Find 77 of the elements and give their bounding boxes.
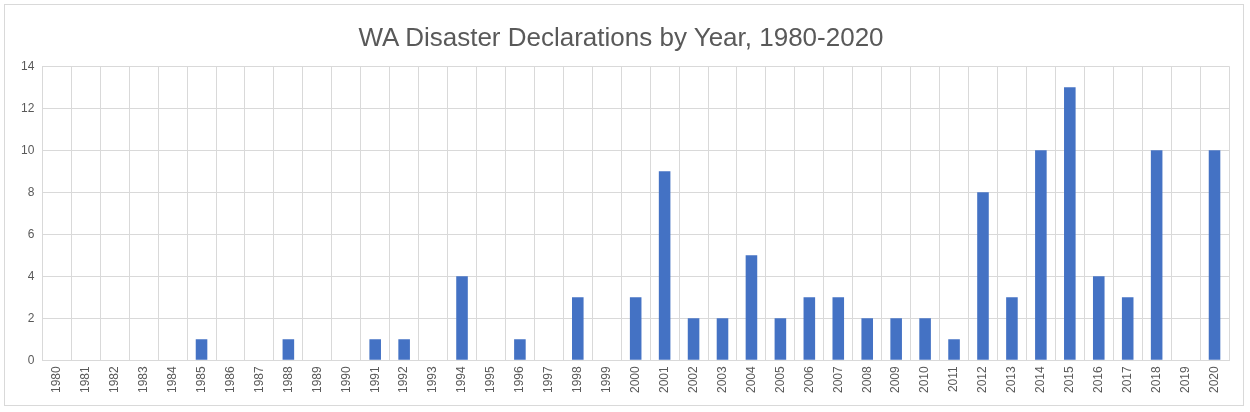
- x-tick-label: 1991: [367, 365, 382, 394]
- x-tick-label: 1994: [454, 365, 469, 394]
- x-tick-label: 2006: [801, 365, 816, 394]
- x-tick-label: 1980: [49, 365, 64, 394]
- x-tick-label: 2003: [714, 365, 729, 394]
- x-tick-label: 2002: [685, 365, 700, 394]
- bar: [282, 339, 295, 360]
- bar: [658, 171, 671, 360]
- x-tick-label: 1982: [107, 365, 122, 394]
- y-tick-label: 4: [27, 268, 35, 283]
- x-tick-label: 1996: [512, 365, 527, 394]
- x-tick-label: 1988: [280, 365, 295, 394]
- x-tick-label: 2001: [656, 365, 671, 394]
- y-tick-label: 14: [20, 58, 35, 73]
- bar: [716, 318, 729, 360]
- x-tick-label: 2000: [627, 365, 642, 394]
- bar: [774, 318, 787, 360]
- x-tick-label: 2012: [975, 365, 990, 394]
- bar: [629, 297, 642, 360]
- bar: [1035, 150, 1047, 360]
- bar: [456, 276, 468, 360]
- x-tick-label: 2013: [1004, 365, 1019, 394]
- bar: [745, 255, 758, 360]
- x-tick-label: 2017: [1120, 365, 1135, 394]
- bar: [1064, 87, 1076, 360]
- x-tick-label: 2007: [830, 365, 845, 394]
- x-tick-label: 1989: [309, 365, 324, 394]
- bar: [1092, 276, 1105, 360]
- y-tick-label: 2: [27, 310, 35, 325]
- x-tick-label: 2005: [772, 365, 787, 394]
- y-tick-label: 10: [20, 142, 35, 157]
- x-tick-label: 2020: [1206, 365, 1221, 394]
- bar: [803, 297, 816, 360]
- bar: [977, 192, 989, 360]
- x-tick-label: 1986: [222, 365, 237, 394]
- x-tick-label: 1999: [599, 365, 614, 394]
- bar: [398, 339, 410, 360]
- y-tick-label: 6: [27, 226, 35, 241]
- x-tick-label: 1981: [78, 365, 93, 394]
- x-tick-label: 1990: [338, 365, 353, 394]
- bar: [1121, 297, 1134, 360]
- x-tick-label: 2009: [888, 365, 903, 394]
- bar: [687, 318, 700, 360]
- bar: [1150, 150, 1163, 360]
- x-tick-label: 1984: [164, 365, 179, 394]
- bar: [572, 297, 584, 360]
- bar: [195, 339, 208, 360]
- bar: [369, 339, 381, 360]
- x-tick-label: 2016: [1091, 365, 1106, 394]
- x-tick-label: 2019: [1177, 365, 1192, 394]
- y-tick-label: 8: [27, 184, 35, 199]
- x-tick-label: 1997: [541, 365, 556, 394]
- x-tick-label: 1985: [193, 365, 208, 394]
- x-tick-label: 2011: [946, 365, 961, 393]
- x-tick-label: 1993: [425, 365, 440, 394]
- bar: [890, 318, 902, 360]
- x-tick-label: 1987: [251, 365, 266, 394]
- bar: [861, 318, 873, 360]
- x-tick-label: 1992: [396, 365, 411, 394]
- x-tick-label: 2008: [859, 365, 874, 394]
- x-tick-label: 2018: [1148, 365, 1163, 394]
- x-tick-label: 2015: [1062, 365, 1077, 394]
- x-tick-label: 1995: [483, 365, 498, 394]
- x-tick-label: 1983: [135, 365, 150, 394]
- bar: [832, 297, 845, 360]
- x-tick-label: 2014: [1033, 365, 1048, 394]
- x-tick-label: 1998: [570, 365, 585, 394]
- bar: [948, 339, 960, 360]
- x-tick-label: 2004: [743, 365, 758, 394]
- x-tick-label: 2010: [917, 365, 932, 394]
- bar: [919, 318, 931, 360]
- bar: [514, 339, 526, 360]
- y-tick-label: 12: [20, 100, 35, 115]
- bar: [1006, 297, 1018, 360]
- bar: [1208, 150, 1221, 360]
- y-tick-label: 0: [27, 352, 35, 367]
- chart-title: WA Disaster Declarations by Year, 1980-2020: [358, 21, 884, 52]
